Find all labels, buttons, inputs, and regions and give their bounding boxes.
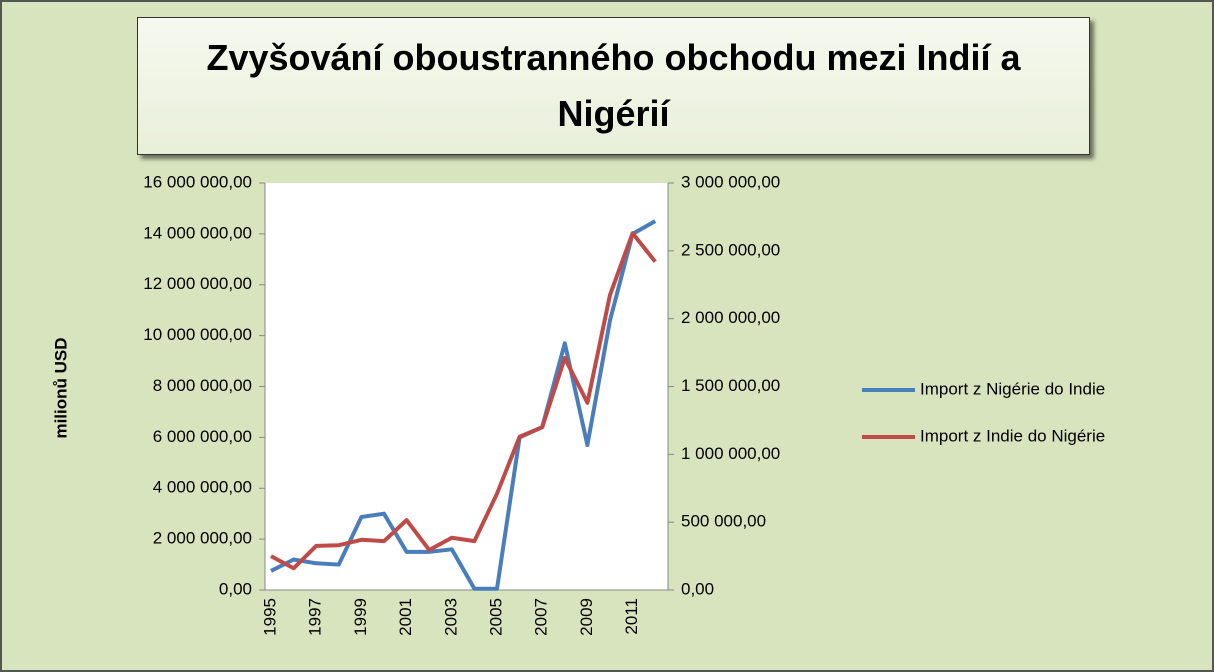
y-tick-label: 16 000 000,00 xyxy=(143,172,252,191)
y2-tick-label: 1 500 000,00 xyxy=(681,376,780,395)
y-tick-label: 6 000 000,00 xyxy=(153,427,252,446)
plot-area xyxy=(265,183,668,590)
y-tick-label: 10 000 000,00 xyxy=(143,325,252,344)
legend-label: Import z Indie do Nigérie xyxy=(920,426,1105,445)
y-tick-label: 8 000 000,00 xyxy=(153,376,252,395)
legend-label: Import z Nigérie do Indie xyxy=(920,379,1105,398)
x-tick-label: 1995 xyxy=(260,598,279,636)
x-tick-label: 2011 xyxy=(622,598,641,635)
x-tick-label: 2001 xyxy=(396,598,415,636)
chart-title: Zvyšování oboustranného obchodu mezi Ind… xyxy=(206,37,1021,134)
x-tick-label: 2005 xyxy=(486,598,505,636)
series-line xyxy=(270,231,657,571)
y-axis-label: milionů USD xyxy=(51,337,70,438)
x-tick-label: 1999 xyxy=(351,598,370,636)
y2-tick-label: 2 000 000,00 xyxy=(681,308,780,327)
x-tick-label: 1997 xyxy=(306,598,325,636)
y2-tick-label: 3 000 000,00 xyxy=(681,172,780,191)
y-tick-label: 12 000 000,00 xyxy=(143,274,252,293)
y-tick-label: 4 000 000,00 xyxy=(153,478,252,497)
y2-tick-label: 500 000,00 xyxy=(681,512,766,531)
y-tick-label: 2 000 000,00 xyxy=(153,529,252,548)
y2-tick-label: 0,00 xyxy=(681,579,714,598)
x-tick-label: 2007 xyxy=(532,598,551,636)
y2-tick-label: 2 500 000,00 xyxy=(681,240,780,259)
title-box: Zvyšování oboustranného obchodu mezi Ind… xyxy=(137,17,1090,155)
series-line xyxy=(270,219,657,591)
y2-tick-label: 1 000 000,00 xyxy=(681,444,780,463)
y-tick-label: 0,00 xyxy=(219,579,252,598)
y-tick-label: 14 000 000,00 xyxy=(143,223,252,242)
x-tick-label: 2009 xyxy=(577,598,596,636)
x-tick-label: 2003 xyxy=(441,598,460,636)
